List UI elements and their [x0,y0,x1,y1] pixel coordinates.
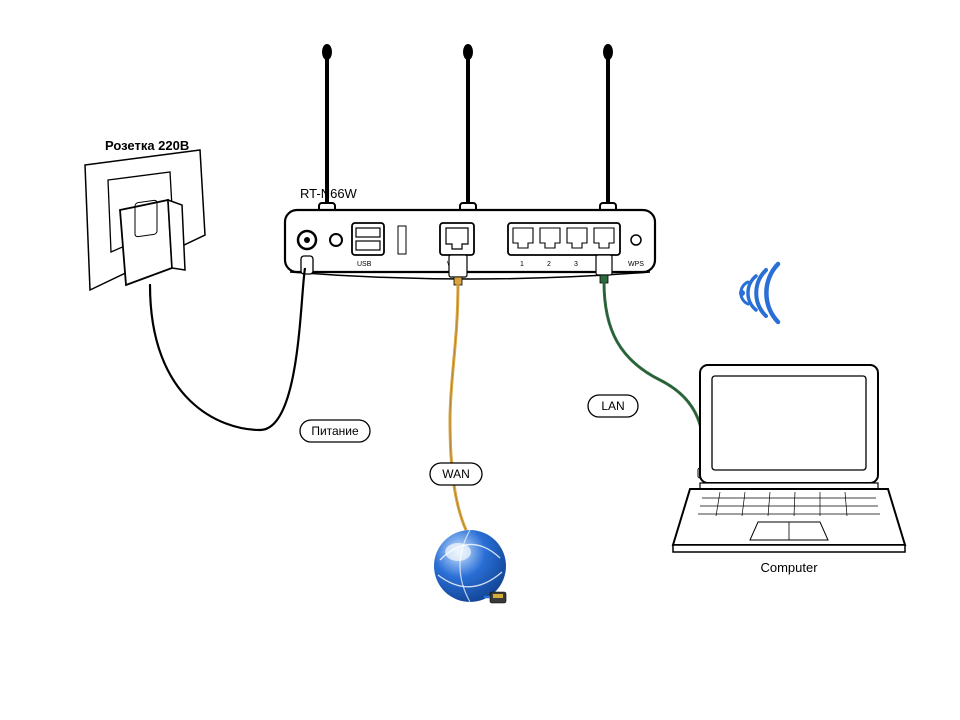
router-model-label: RT-N66W [300,186,358,201]
globe-icon [434,530,506,603]
computer-label: Computer [760,560,818,575]
svg-text:2: 2 [547,261,551,268]
wall-outlet-icon: Розетка 220В [85,138,205,290]
lan-cable [596,255,712,478]
power-cable [150,268,305,430]
svg-text:WAN: WAN [442,467,470,481]
power-pill: Питание [300,420,370,442]
router-wps-label: WPS [628,261,644,268]
wifi-icon [739,264,778,322]
svg-text:LAN: LAN [601,399,624,413]
router-usb-label: USB [357,261,372,268]
connection-diagram: Розетка 220В RT-N66W [0,0,960,720]
lan-pill: LAN [588,395,638,417]
wan-pill: WAN [430,463,482,485]
svg-text:3: 3 [574,261,578,268]
outlet-title: Розетка 220В [105,138,189,153]
router-icon: RT-N66W USB WAN [285,45,655,279]
svg-text:Питание: Питание [311,424,359,438]
laptop-icon: Computer [673,365,905,575]
wan-cable [449,255,467,530]
svg-text:1: 1 [520,261,524,268]
